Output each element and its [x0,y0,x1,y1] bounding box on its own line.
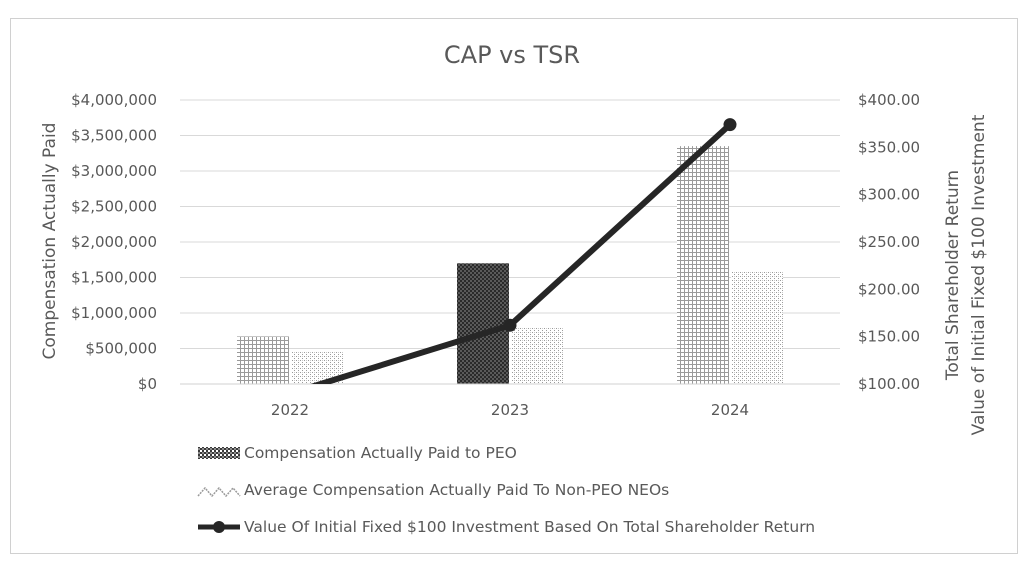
y-tick-label: $1,500,000 [71,269,157,287]
y-tick-label: $2,500,000 [71,198,157,216]
legend-swatch-tsr-marker [213,521,225,533]
y-tick-label: $3,000,000 [71,162,157,180]
bar-peo-2023 [457,263,509,384]
y-axis-ticks: $0 $500,000 $1,000,000 $1,500,000 $2,000,000… [71,91,157,393]
y2-tick-label: $100.00 [858,375,920,393]
legend-swatch-peo [198,447,240,459]
legend-label-neo: Average Compensation Actually Paid To No… [244,481,669,499]
legend-swatch-neo [197,486,241,498]
y2-axis-ticks: $100.00 $150.00 $200.00 $250.00 $300.00 $350.… [858,91,920,393]
x-tick-label: 2023 [491,401,529,419]
y2-tick-label: $200.00 [858,280,920,298]
y2-axis-title-line1: Total Shareholder Return [943,170,963,381]
gridlines [180,99,840,349]
bar-peo-2024 [677,146,729,384]
bar-neo-2024 [731,271,783,384]
legend: Compensation Actually Paid to PEO Averag… [197,444,815,536]
y-tick-label: $0 [138,375,157,393]
y2-tick-label: $400.00 [858,91,920,109]
y2-tick-label: $150.00 [858,328,920,346]
y2-tick-label: $250.00 [858,233,920,251]
tsr-point-2023 [503,318,517,332]
bar-peo-2022 [237,336,289,384]
bars [237,146,783,384]
x-tick-label: 2022 [271,401,309,419]
legend-label-tsr: Value Of Initial Fixed $100 Investment B… [244,518,815,536]
tsr-line [310,122,733,384]
legend-label-peo: Compensation Actually Paid to PEO [244,444,517,462]
y-tick-label: $500,000 [85,340,157,358]
y2-axis-title-line2: Value of Initial Fixed $100 Investment [969,114,989,435]
x-tick-label: 2024 [711,401,749,419]
chart-title: CAP vs TSR [444,41,580,69]
y-tick-label: $3,500,000 [71,127,157,145]
x-axis-ticks: 2022 2023 2024 [271,401,749,419]
tsr-line-group [310,118,737,384]
y-tick-label: $2,000,000 [71,233,157,251]
chart-frame [10,18,1018,554]
y-tick-label: $4,000,000 [71,91,157,109]
y-tick-label: $1,000,000 [71,304,157,322]
y2-tick-label: $300.00 [858,186,920,204]
bar-neo-2023 [511,327,563,384]
tsr-point-2024 [723,118,737,132]
y-axis-title: Compensation Actually Paid [40,123,60,360]
y2-tick-label: $350.00 [858,138,920,156]
